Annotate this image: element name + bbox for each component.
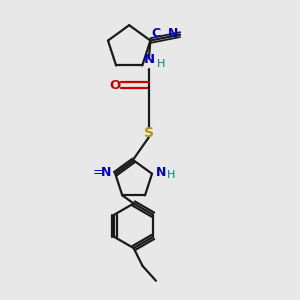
Text: N: N [156, 166, 166, 179]
Text: H: H [167, 170, 176, 180]
Text: N: N [167, 27, 178, 40]
Text: N: N [143, 53, 155, 66]
Text: S: S [144, 126, 154, 140]
Text: N: N [100, 166, 111, 179]
Text: =: = [93, 166, 104, 179]
Text: C: C [152, 27, 161, 40]
Text: O: O [109, 79, 120, 92]
Text: H: H [157, 59, 165, 69]
